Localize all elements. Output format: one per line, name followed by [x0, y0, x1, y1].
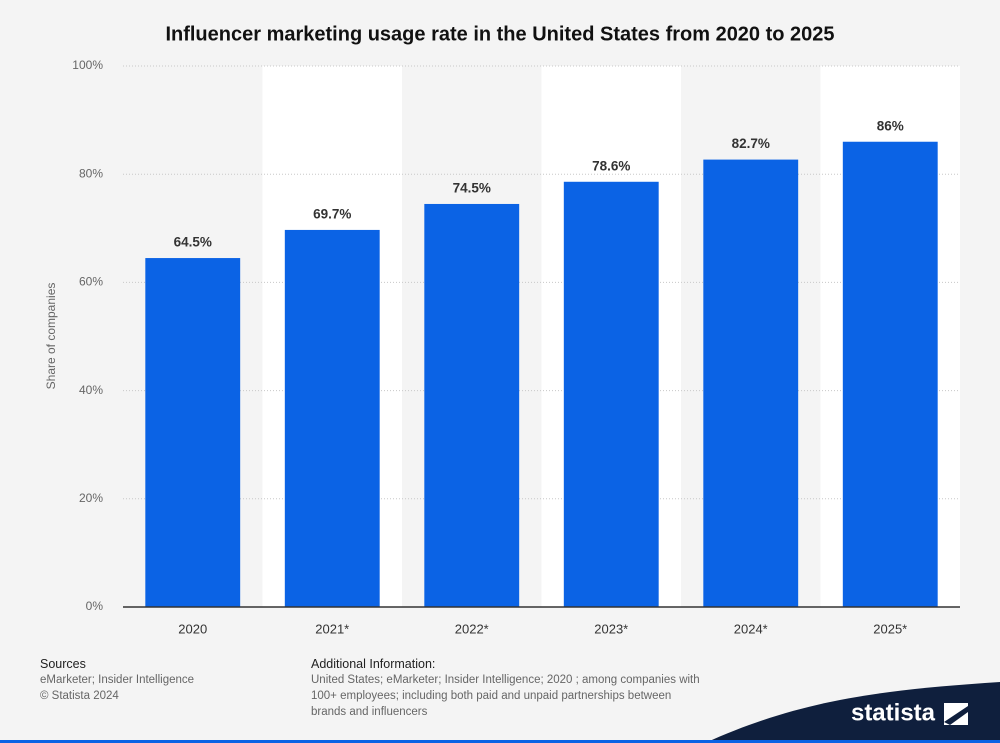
value-label: 86%: [877, 118, 904, 133]
value-label: 64.5%: [174, 235, 212, 250]
bar: [563, 181, 659, 608]
logo-icon-stripe: [944, 706, 968, 725]
y-axis-label: Share of companies: [44, 283, 58, 390]
additional-text: United States; eMarketer; Insider Intell…: [311, 674, 700, 718]
additional-title: Additional Information:: [311, 657, 436, 671]
x-tick-label: 2024*: [734, 621, 768, 636]
y-tick-label: 100%: [72, 58, 103, 72]
bottom-bar: [0, 740, 1000, 743]
bar: [842, 141, 938, 608]
copyright: © Statista 2024: [40, 690, 119, 702]
bar: [145, 258, 241, 607]
y-tick-label: 0%: [86, 599, 104, 613]
y-tick-label: 60%: [79, 275, 103, 289]
additional-info: Additional Information: United States; e…: [311, 656, 706, 720]
value-label: 74.5%: [453, 181, 491, 196]
y-tick-label: 20%: [79, 491, 103, 505]
y-tick-label: 80%: [79, 166, 103, 180]
sources-text: eMarketer; Insider Intelligence: [40, 674, 195, 686]
x-tick-label: 2025*: [873, 621, 907, 636]
x-tick-label: 2022*: [455, 621, 489, 636]
x-tick-label: 2020: [178, 621, 207, 636]
y-tick-label: 40%: [79, 383, 103, 397]
bar: [424, 203, 520, 607]
bar: [284, 229, 380, 607]
bar: [703, 159, 799, 607]
value-label: 82.7%: [732, 136, 770, 151]
sources: Sources eMarketer; Insider Intelligence …: [40, 656, 194, 704]
x-tick-label: 2021*: [315, 621, 349, 636]
value-label: 69.7%: [313, 206, 351, 221]
logo-text: statista: [851, 699, 936, 726]
x-tick-label: 2023*: [594, 621, 628, 636]
value-label: 78.6%: [592, 158, 630, 173]
chart-title: Influencer marketing usage rate in the U…: [165, 23, 834, 45]
logo-swoosh: [705, 682, 1000, 743]
sources-title: Sources: [40, 657, 86, 671]
